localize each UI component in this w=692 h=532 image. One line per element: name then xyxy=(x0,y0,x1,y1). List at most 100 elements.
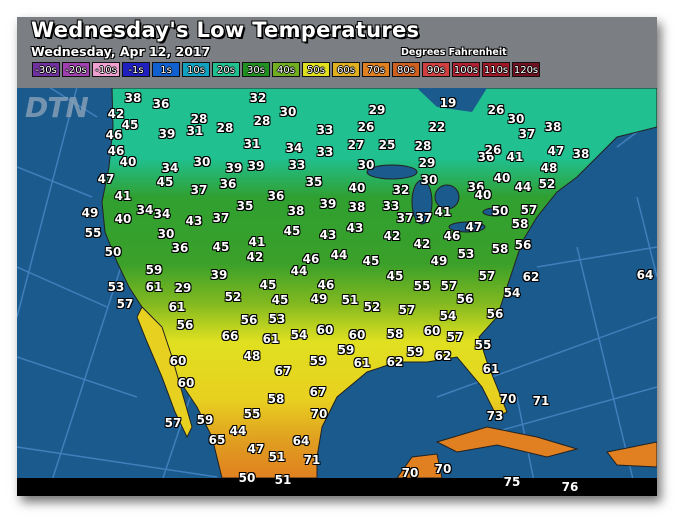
temperature-label: 42 xyxy=(383,229,401,243)
temperature-label: 49 xyxy=(81,206,99,220)
temperature-label: 40 xyxy=(493,171,511,185)
temperature-label: 47 xyxy=(547,144,565,158)
temperature-label: 38 xyxy=(348,200,366,214)
temperature-label: 37 xyxy=(415,211,433,225)
temperature-label: 51 xyxy=(274,473,292,487)
temperature-label: 34 xyxy=(285,141,303,155)
map-title: Wednesday's Low Temperatures xyxy=(31,18,420,42)
temperature-label: 50 xyxy=(491,204,509,218)
temperature-label: 52 xyxy=(538,177,556,191)
temperature-label: 52 xyxy=(363,300,381,314)
temperature-label: 33 xyxy=(288,158,306,172)
temperature-label: 59 xyxy=(309,354,327,368)
temperature-label: 30 xyxy=(420,173,438,187)
temperature-label: 62 xyxy=(386,355,404,369)
temperature-label: 50 xyxy=(104,245,122,259)
temperature-label: 28 xyxy=(253,114,271,128)
temperature-label: 61 xyxy=(145,280,163,294)
temperature-label: 62 xyxy=(522,270,540,284)
temperature-label: 33 xyxy=(316,145,334,159)
temperature-label: 33 xyxy=(382,199,400,213)
temperature-label: 47 xyxy=(247,442,265,456)
temperature-label: 31 xyxy=(186,124,204,138)
temperature-label: 45 xyxy=(271,293,289,307)
temperature-label: 31 xyxy=(243,137,261,151)
temperature-label: 40 xyxy=(119,155,137,169)
land-baja xyxy=(136,306,193,439)
temperature-label: 56 xyxy=(486,307,504,321)
temperature-label: 35 xyxy=(236,199,254,213)
temperature-label: 45 xyxy=(283,224,301,238)
temperature-label: 46 xyxy=(317,278,335,292)
temperature-label: 57 xyxy=(446,330,464,344)
temperature-label: 54 xyxy=(439,309,457,323)
temperature-label: 33 xyxy=(316,123,334,137)
temperature-label: 54 xyxy=(290,328,308,342)
temperature-label: 43 xyxy=(185,214,203,228)
temperature-label: 40 xyxy=(348,181,366,195)
temperature-label: 19 xyxy=(439,96,457,110)
temperature-label: 58 xyxy=(386,327,404,341)
temperature-label: 26 xyxy=(357,120,375,134)
temperature-label: 49 xyxy=(310,292,328,306)
temperature-label: 45 xyxy=(259,278,277,292)
temperature-label: 27 xyxy=(347,138,365,152)
temperature-label: 49 xyxy=(430,254,448,268)
temperature-label: 43 xyxy=(319,228,337,242)
temperature-label: 38 xyxy=(124,91,142,105)
great-lakes xyxy=(366,164,508,233)
temperature-label: 57 xyxy=(520,203,538,217)
temperature-label: 53 xyxy=(268,312,286,326)
temperature-label: 56 xyxy=(456,292,474,306)
legend-swatch: 60s xyxy=(332,62,360,77)
temperature-label: 76 xyxy=(561,480,579,494)
graticule xyxy=(17,66,657,496)
legend-swatch: -20s xyxy=(62,62,90,77)
temperature-label: 37 xyxy=(190,183,208,197)
temperature-label: 41 xyxy=(248,235,266,249)
temperature-label: 50 xyxy=(238,471,256,485)
temperature-label: 55 xyxy=(474,338,492,352)
temperature-label: 30 xyxy=(193,155,211,169)
temperature-label: 56 xyxy=(240,313,258,327)
temperature-label: 73 xyxy=(486,409,504,423)
map-header: Wednesday's Low Temperatures Wednesday, … xyxy=(17,17,657,88)
temperature-label: 44 xyxy=(290,264,308,278)
temperature-label: 45 xyxy=(386,269,404,283)
temperature-label: 60 xyxy=(177,376,195,390)
temperature-label: 32 xyxy=(249,91,267,105)
legend-swatch: 50s xyxy=(302,62,330,77)
land-hispaniola xyxy=(606,441,657,468)
temperature-label: 59 xyxy=(337,343,355,357)
legend-swatch: 120s xyxy=(512,62,540,77)
temperature-label: 48 xyxy=(540,161,558,175)
temperature-label: 34 xyxy=(161,161,179,175)
temperature-label: 42 xyxy=(246,250,264,264)
temperature-label: 28 xyxy=(414,139,432,153)
temperature-label: 39 xyxy=(319,197,337,211)
temperature-label: 59 xyxy=(406,345,424,359)
temperature-label: 65 xyxy=(208,433,226,447)
temperature-label: 75 xyxy=(503,475,521,489)
temperature-label: 29 xyxy=(174,281,192,295)
legend-swatch: 40s xyxy=(272,62,300,77)
temperature-label: 55 xyxy=(413,279,431,293)
temperature-label: 47 xyxy=(465,220,483,234)
temperature-label: 36 xyxy=(152,97,170,111)
temperature-label: 45 xyxy=(212,240,230,254)
temperature-label: 41 xyxy=(434,205,452,219)
legend-swatch: 90s xyxy=(422,62,450,77)
dtn-logo: DTN xyxy=(25,91,89,124)
temperature-label: 57 xyxy=(398,303,416,317)
legend-swatch: 20s xyxy=(212,62,240,77)
temperature-label: 70 xyxy=(401,466,419,480)
legend-swatch: -10s xyxy=(92,62,120,77)
temperature-label: 40 xyxy=(114,212,132,226)
temperature-label: 61 xyxy=(482,362,500,376)
temperature-label: 30 xyxy=(507,112,525,126)
temperature-label: 62 xyxy=(434,349,452,363)
temperature-label: 25 xyxy=(378,138,396,152)
temperature-label: 61 xyxy=(168,300,186,314)
temperature-label: 42 xyxy=(413,237,431,251)
temperature-label: 60 xyxy=(348,328,366,342)
